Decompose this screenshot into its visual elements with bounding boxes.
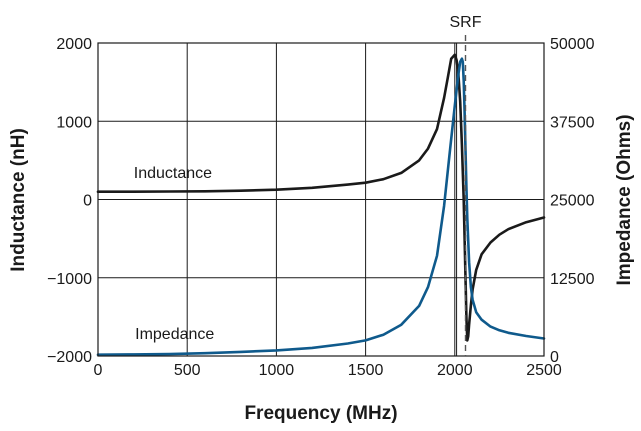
- series-line-inductance: [96, 53, 546, 342]
- srf-label: SRF: [450, 14, 482, 31]
- y-left-tick-label: 0: [83, 193, 92, 210]
- x-tick-label: 1000: [259, 362, 295, 379]
- y-axis-right-title: Impedance (Ohms): [614, 114, 635, 285]
- y-axis-left-title: Inductance (nH): [8, 128, 29, 272]
- y-right-tick-label: 0: [550, 349, 559, 366]
- y-right-tick-label: 37500: [550, 114, 595, 131]
- y-left-tick-label: 1000: [56, 114, 92, 131]
- x-tick-label: 500: [174, 362, 201, 379]
- y-left-tick-label: −2000: [47, 349, 92, 366]
- y-left-tick-label: 2000: [56, 36, 92, 53]
- x-tick-label: 0: [94, 362, 103, 379]
- series-layer: [96, 53, 546, 357]
- x-tick-label: 1500: [348, 362, 384, 379]
- tick-labels: 0 500 1000 1500 2000 2500 2000 1000 0 −1000 −2000 5…: [47, 36, 595, 379]
- y-right-tick-label: 50000: [550, 36, 595, 53]
- y-left-tick-label: −1000: [47, 271, 92, 288]
- annotations: SRF Inductance Impedance: [134, 14, 482, 356]
- series-line-impedance: [96, 57, 546, 357]
- plot-frame: [97, 42, 545, 357]
- y-right-tick-label: 12500: [550, 271, 595, 288]
- series-label-impedance: Impedance: [135, 326, 214, 343]
- y-right-tick-label: 25000: [550, 193, 595, 210]
- series-label-inductance: Inductance: [134, 165, 212, 182]
- grid: [97, 42, 545, 357]
- x-tick-label: 2500: [526, 362, 562, 379]
- x-axis-title: Frequency (MHz): [244, 403, 397, 424]
- x-tick-label: 2000: [437, 362, 473, 379]
